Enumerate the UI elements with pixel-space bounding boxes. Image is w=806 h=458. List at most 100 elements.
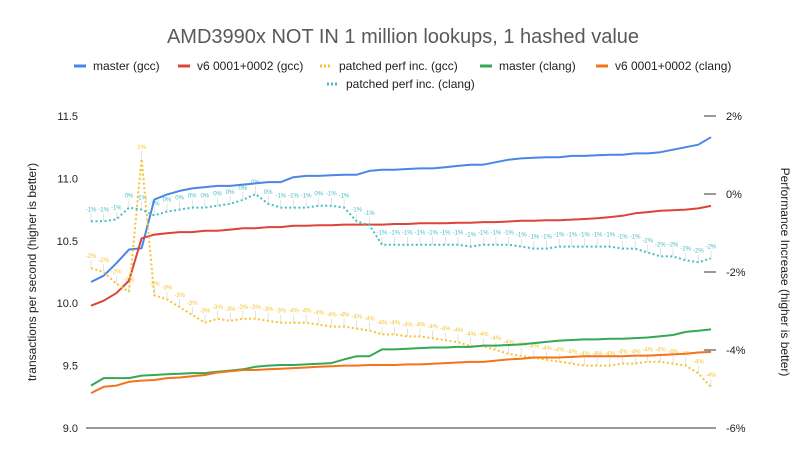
y2-tick-label: -4% [726,345,746,357]
data-label: -1% [149,201,160,207]
data-label: -4% [592,352,603,358]
data-label: -3% [212,305,223,311]
series-line [90,136,712,283]
data-label: -1% [288,194,299,200]
data-label: -4% [301,309,312,315]
data-label: -4% [668,350,679,356]
data-label: -3% [174,293,185,299]
data-label: -3% [238,305,249,311]
data-label: -4% [478,332,489,338]
data-label: -2% [693,248,704,254]
data-label: -4% [693,359,704,365]
data-label: 0% [314,192,323,198]
data-label: -3% [250,305,261,311]
data-label: -1% [402,231,413,237]
data-label: 0% [264,190,273,196]
data-label: -4% [440,326,451,332]
data-label: 0% [163,198,172,204]
data-label: -1% [326,192,337,198]
series-layer [90,136,712,394]
data-label: 0% [213,192,222,198]
legend-label: master (gcc) [93,59,160,73]
data-label: -1% [351,207,362,213]
data-label: -4% [465,332,476,338]
data-label: -4% [706,373,717,379]
data-label: -2% [86,254,97,260]
data-label: -2% [98,258,109,264]
legend-label: patched perf inc. (gcc) [339,59,458,73]
data-label: 0% [175,196,184,202]
data-label: -1% [478,231,489,237]
data-label: 1% [137,145,146,151]
data-label: -4% [491,336,502,342]
data-label: -4% [604,352,615,358]
data-label: -4% [655,348,666,354]
data-label: -3% [275,309,286,315]
y-tick-label: 11.5 [57,111,78,123]
data-label: -4% [541,346,552,352]
data-label: -4% [579,352,590,358]
y-tick-label: 11.0 [57,173,78,185]
data-label: -4% [389,320,400,326]
data-label: -4% [313,311,324,317]
y-tick-label: 9.5 [63,361,78,373]
data-label: -1% [339,194,350,200]
data-label: -4% [364,317,375,323]
data-label: -1% [453,231,464,237]
data-label: -1% [592,233,603,239]
data-label: -1% [491,231,502,237]
data-label: -1% [529,235,540,241]
legend-label: v6 0001+0002 (clang) [615,59,731,73]
data-label: -1% [377,231,388,237]
data-label: -4% [351,315,362,321]
data-label: -1% [98,207,109,213]
y2-tick-label: -2% [726,267,746,279]
data-label: -1% [566,233,577,239]
series-line [90,157,712,388]
data-label: -1% [503,231,514,237]
data-label: -4% [377,320,388,326]
data-labels-layer: -2%-2%-2%-3%1%-3%-3%-3%-3%-3%-3% -3% -3% -3… [86,145,717,388]
data-label: -1% [415,231,426,237]
data-label: -1% [86,207,97,213]
data-label: -3% [263,307,274,313]
data-label: -1% [604,233,615,239]
data-label: -3% [187,301,198,307]
data-label: -2% [706,244,717,250]
data-label: -1% [554,233,565,239]
data-label: -4% [554,348,565,354]
y-tick-label: 10.5 [57,236,78,248]
data-label: -1% [364,211,375,217]
legend-label: patched perf inc. (clang) [346,77,475,91]
y-axis-title-left: transactions per second (higher is bette… [25,163,39,381]
data-label: -1% [617,235,628,241]
data-label: -4% [339,313,350,319]
chart-title: AMD3990x NOT IN 1 million lookups, 1 has… [167,26,639,48]
data-label: -4% [402,322,413,328]
data-label: -2% [668,242,679,248]
data-label: -1% [275,194,286,200]
legend-label: v6 0001+0002 (gcc) [197,59,303,73]
data-label: -4% [630,350,641,356]
data-label: -4% [617,350,628,356]
data-label: -1% [440,231,451,237]
data-label: -1% [516,233,527,239]
legend: master (gcc) v6 0001+0002 (gcc) patched pe… [74,59,731,91]
data-label: -1% [389,231,400,237]
y-axis-title-right: Performance Increase (higher is better) [778,168,792,377]
data-label: -4% [415,322,426,328]
data-label: -2% [642,239,653,245]
y2-tick-label: -6% [726,423,746,435]
data-label: -4% [326,313,337,319]
data-label: 0% [201,194,210,200]
legend-label: master (clang) [499,59,576,73]
data-label: -1% [427,231,438,237]
data-label: 0% [125,194,134,200]
data-label: 0% [188,194,197,200]
series-line [90,350,712,394]
data-label: -4% [288,309,299,315]
series-line [90,204,712,307]
data-label: -1% [136,196,147,202]
data-label: -4% [642,348,653,354]
